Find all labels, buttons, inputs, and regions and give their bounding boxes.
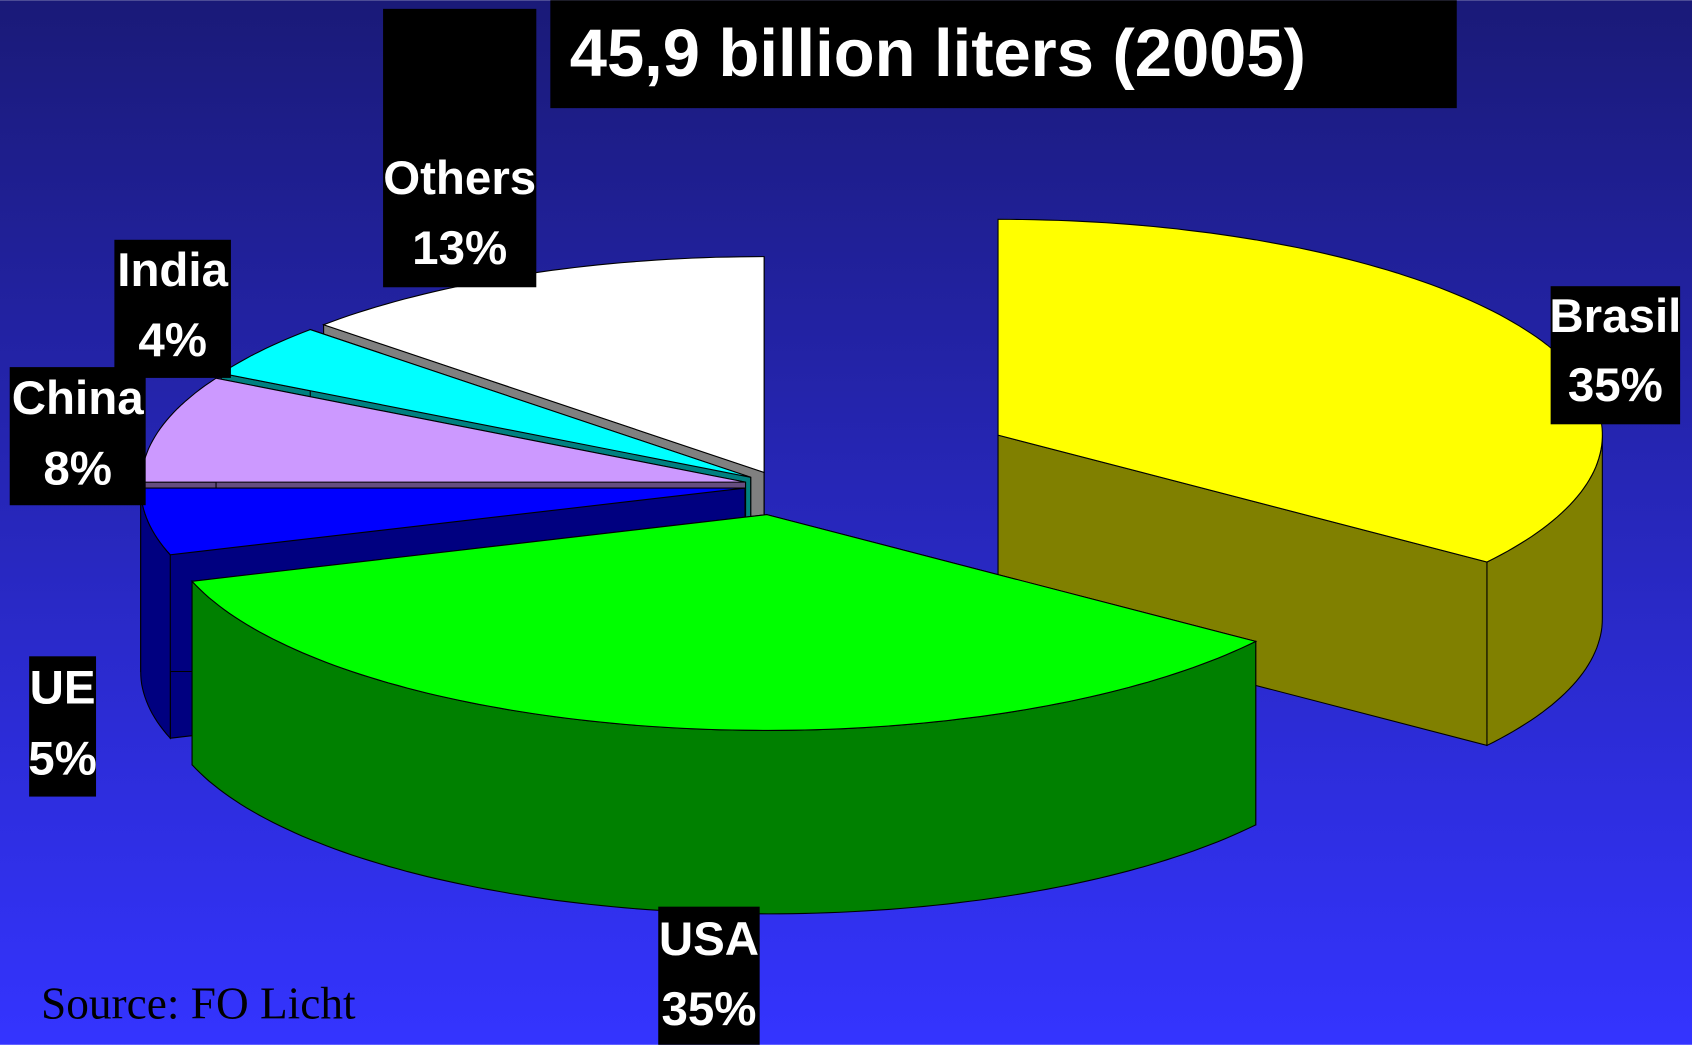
title-box [550, 0, 1457, 109]
label-value: 4% [138, 314, 207, 367]
source: Source: FO Licht [41, 978, 356, 1028]
label-name: Others [383, 152, 536, 205]
pie [140, 218, 1603, 915]
label-value: 13% [412, 222, 507, 275]
slice-top [997, 218, 1603, 563]
label-name: China [12, 372, 144, 425]
label-value: 35% [661, 983, 756, 1036]
slice-top [190, 514, 1258, 731]
label-name: Brasil [1549, 290, 1681, 343]
label-box [383, 8, 537, 288]
label-value: 5% [28, 733, 97, 786]
label-box [658, 906, 760, 1045]
labels: Brasil 35% USA 35% UE 5% China 8% India 4% Others 1… [9, 8, 1681, 1045]
chart-title: 45,9 billion liters (2005) [570, 16, 1306, 91]
label-name: UE [30, 661, 96, 714]
label-box [1550, 286, 1681, 425]
label-value: 8% [43, 442, 112, 495]
label-name: India [117, 244, 228, 297]
label-value: 35% [1568, 359, 1663, 412]
label-box [114, 239, 231, 378]
label-box [9, 367, 146, 506]
slice [997, 218, 1603, 747]
slice [190, 513, 1258, 915]
label-box [29, 656, 97, 797]
label-name: USA [659, 913, 759, 966]
